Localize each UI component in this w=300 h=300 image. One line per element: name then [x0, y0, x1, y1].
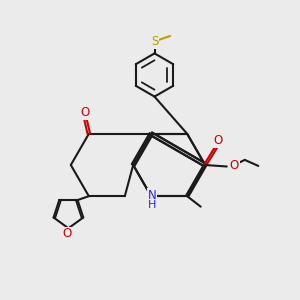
Text: O: O — [80, 106, 89, 119]
Text: S: S — [151, 35, 158, 48]
Text: N: N — [148, 189, 157, 202]
Text: H: H — [148, 200, 157, 210]
Text: O: O — [63, 227, 72, 241]
Text: O: O — [213, 134, 222, 147]
Text: O: O — [230, 159, 239, 172]
